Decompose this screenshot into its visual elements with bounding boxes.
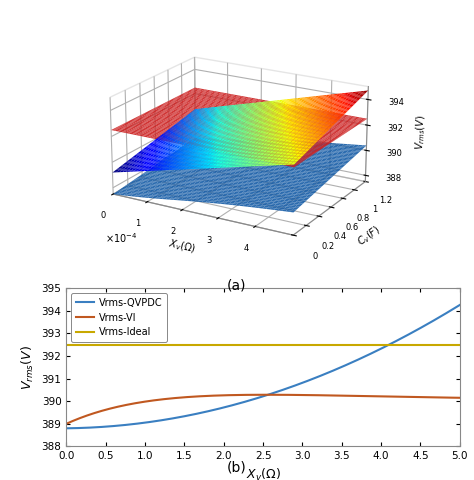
Y-axis label: $V_{rms}$($V$): $V_{rms}$($V$) [20,345,36,390]
Vrms-VI [277,392,283,397]
Vrms-VI [264,392,269,397]
Line: Vrms-VI: Vrms-VI [66,395,460,424]
Vrms-Ideal [298,342,303,348]
Vrms-QVPDC [64,425,69,431]
Vrms-QVPDC [447,308,453,313]
Vrms-VI [64,421,69,427]
Vrms-Ideal [386,342,392,348]
Vrms-Ideal [457,342,463,348]
Text: (b): (b) [227,461,247,475]
Vrms-Ideal [64,342,69,348]
Text: (a): (a) [227,278,247,292]
Vrms-VI [457,395,463,401]
Line: Vrms-QVPDC: Vrms-QVPDC [66,305,460,428]
Vrms-QVPDC [276,388,282,394]
X-axis label: $X_v$($\Omega$): $X_v$($\Omega$) [167,236,197,256]
Vrms-QVPDC [250,396,256,402]
Vrms-VI [387,394,392,399]
Vrms-VI [448,395,454,400]
Text: $\times10^{-4}$: $\times10^{-4}$ [105,232,137,245]
X-axis label: $X_v$($\Omega$): $X_v$($\Omega$) [246,467,281,480]
Vrms-QVPDC [457,302,463,308]
Y-axis label: $C_v$($F$): $C_v$($F$) [356,223,384,249]
Vrms-Ideal [253,342,258,348]
Vrms-VI [299,392,304,398]
Vrms-Ideal [250,342,256,348]
Vrms-VI [253,392,258,397]
Vrms-QVPDC [253,396,258,401]
Vrms-Ideal [276,342,282,348]
Vrms-QVPDC [386,342,392,348]
Vrms-Ideal [447,342,453,348]
Vrms-QVPDC [298,381,303,386]
Vrms-VI [250,392,256,398]
Legend: Vrms-QVPDC, Vrms-VI, Vrms-Ideal: Vrms-QVPDC, Vrms-VI, Vrms-Ideal [71,293,167,342]
